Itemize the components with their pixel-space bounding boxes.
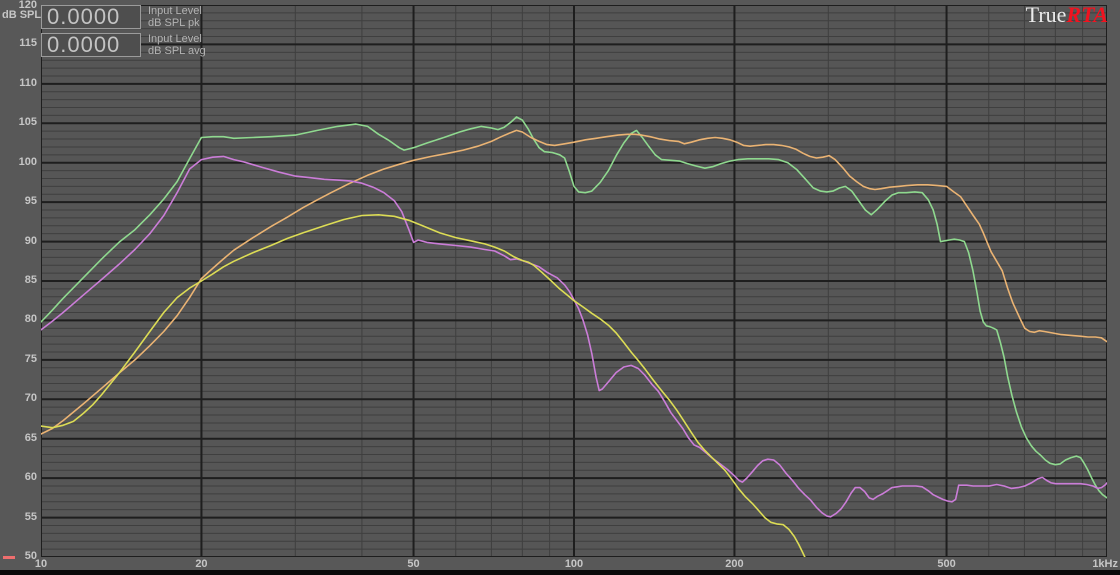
- input-level-pk-label-line1: Input Level: [148, 5, 202, 17]
- y-tick-label: 105: [18, 116, 37, 129]
- y-tick-label: 115: [19, 37, 37, 50]
- input-level-avg-label-line2: dB SPL avg: [148, 45, 206, 57]
- x-tick-label: 20: [195, 558, 208, 570]
- y-tick-label: 85: [24, 274, 37, 286]
- y-tick-label: 90: [24, 234, 37, 247]
- y-tick-label: 80: [24, 313, 37, 326]
- x-tick-label: 10: [34, 558, 48, 570]
- y-axis-title: dB SPL: [2, 9, 42, 21]
- y-tick-label: 65: [24, 431, 37, 444]
- y-tick-label: 100: [18, 155, 37, 168]
- x-tick-label: 50: [407, 558, 420, 570]
- spectrum-plot: [41, 5, 1107, 557]
- peak-marker: [3, 556, 15, 559]
- y-tick-label: 95: [24, 195, 37, 208]
- input-level-pk-label-line2: dB SPL pk: [148, 17, 200, 29]
- x-tick-label: 1kHz: [1092, 558, 1118, 570]
- plot-area: [41, 5, 1107, 557]
- input-level-avg-label: Input Level dB SPL avg: [148, 33, 206, 57]
- logo-true-text: True: [1025, 2, 1067, 27]
- input-level-pk-label: Input Level dB SPL pk: [148, 5, 202, 29]
- y-tick-label: 55: [24, 510, 37, 523]
- truerta-logo: TrueRTA: [1026, 4, 1108, 26]
- input-level-pk-row: 0.0000 Input Level dB SPL pk: [41, 5, 441, 33]
- input-level-avg-row: 0.0000 Input Level dB SPL avg: [41, 33, 441, 61]
- y-tick-label: 60: [24, 471, 37, 484]
- bottom-bar: [0, 570, 1120, 575]
- trace-green: [41, 116, 1107, 499]
- x-tick-label: 500: [937, 558, 956, 570]
- y-tick-label: 120: [18, 0, 37, 11]
- y-tick-label: 75: [24, 352, 37, 365]
- input-level-avg-label-line1: Input Level: [148, 33, 202, 45]
- logo-rta-text: RTA: [1066, 2, 1108, 27]
- input-level-pk-value: 0.0000: [41, 5, 141, 29]
- trace-yellow: [41, 214, 806, 557]
- trace-orange: [41, 129, 1107, 435]
- input-level-avg-value: 0.0000: [41, 33, 141, 57]
- y-tick-label: 110: [19, 76, 37, 89]
- y-tick-label: 70: [24, 392, 37, 405]
- y-tick-label: 50: [24, 550, 37, 562]
- x-tick-label: 100: [564, 558, 584, 570]
- x-tick-label: 200: [725, 558, 744, 570]
